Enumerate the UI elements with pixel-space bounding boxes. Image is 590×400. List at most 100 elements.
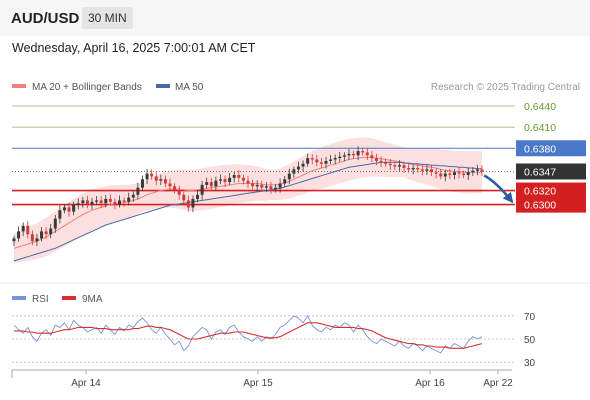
candle	[241, 174, 245, 185]
candle-body	[21, 225, 25, 232]
candle	[237, 170, 241, 183]
candle-body	[12, 238, 16, 242]
candle-body	[278, 183, 282, 188]
candle-body	[154, 176, 158, 181]
candle-body	[40, 231, 44, 239]
level-label-0-6410: 0.6410	[524, 122, 556, 134]
candle-body	[163, 179, 167, 184]
rsi-tick-50: 50	[524, 335, 536, 346]
candle-body	[182, 194, 186, 201]
candle-body	[246, 180, 250, 184]
candle-body	[127, 197, 131, 202]
candle	[296, 161, 300, 174]
candle-body	[173, 186, 177, 191]
candle	[306, 153, 310, 167]
candle	[113, 198, 117, 210]
candle-body	[347, 153, 351, 156]
candle	[347, 148, 351, 160]
level-box-0-6347	[516, 163, 586, 180]
candle-body	[136, 187, 140, 195]
candle	[81, 196, 85, 208]
candle	[191, 195, 195, 213]
candle-body	[104, 198, 108, 204]
candle	[384, 158, 388, 167]
candle	[443, 169, 447, 182]
candle-body	[237, 175, 241, 178]
candle-body	[356, 151, 360, 156]
candle-body	[67, 207, 71, 212]
candle	[255, 180, 259, 192]
candle	[140, 175, 144, 192]
candle-body	[420, 169, 424, 171]
candle-body	[342, 155, 346, 157]
bollinger-bands	[14, 137, 482, 264]
candle	[365, 147, 369, 161]
candle	[90, 197, 94, 210]
candle-body	[384, 162, 388, 164]
candle-body	[251, 183, 255, 187]
candle	[361, 147, 365, 156]
candle-body	[62, 207, 66, 211]
candle	[163, 175, 167, 188]
candle	[76, 198, 80, 210]
candle	[122, 197, 126, 207]
candle-body	[159, 179, 163, 181]
candle-body	[292, 169, 296, 174]
candle	[356, 146, 360, 161]
candle	[118, 195, 122, 208]
candle-body	[196, 194, 200, 199]
candle	[62, 204, 66, 214]
candle-body	[370, 155, 374, 159]
candle-body	[462, 173, 466, 176]
candle	[269, 181, 273, 194]
candle-body	[411, 167, 415, 170]
top-bar: AUD/USD 30 MIN	[0, 0, 590, 36]
candle	[99, 195, 103, 208]
candle	[58, 205, 62, 224]
candle-body	[30, 234, 34, 242]
timeframe-button[interactable]: 30 MIN	[82, 7, 133, 29]
candle-body	[374, 158, 378, 161]
x-tick-label-apr-15: Apr 15	[243, 378, 273, 389]
candle	[223, 175, 227, 187]
candle	[260, 180, 264, 192]
x-tick-label-apr-16: Apr 16	[415, 378, 445, 389]
candle-body	[269, 186, 273, 190]
candle	[44, 227, 48, 240]
candle-body	[255, 184, 259, 187]
candle	[301, 160, 305, 172]
candle-body	[434, 172, 438, 174]
candle-body	[315, 159, 319, 163]
candle-body	[475, 169, 479, 171]
rsi-line	[13, 314, 483, 354]
candle	[196, 190, 200, 203]
candle-body	[324, 160, 328, 164]
candle	[127, 192, 131, 206]
candle-body	[425, 169, 429, 171]
candle	[338, 151, 342, 162]
candle-body	[466, 172, 470, 176]
candle-body	[260, 184, 264, 188]
bollinger-band-area	[14, 137, 482, 264]
candle-body	[95, 200, 99, 202]
rsi-tick-30: 30	[524, 358, 536, 369]
candle-body	[452, 172, 456, 176]
candle-body	[177, 190, 181, 195]
candle-body	[310, 158, 314, 160]
candle-body	[44, 231, 48, 235]
candle-body	[209, 182, 213, 187]
legend-ma20-swatch	[12, 84, 26, 88]
candle-body	[402, 165, 406, 168]
candle	[264, 182, 268, 193]
candle-body	[186, 200, 190, 208]
candle	[411, 164, 415, 175]
candle	[186, 195, 190, 212]
level-box-0-6320	[516, 182, 586, 199]
candle-body	[26, 225, 30, 235]
candle	[21, 222, 25, 237]
legend-rsi-label: RSI	[32, 294, 49, 305]
candle-body	[448, 173, 452, 176]
candle	[40, 227, 44, 242]
candle-body	[49, 228, 53, 235]
